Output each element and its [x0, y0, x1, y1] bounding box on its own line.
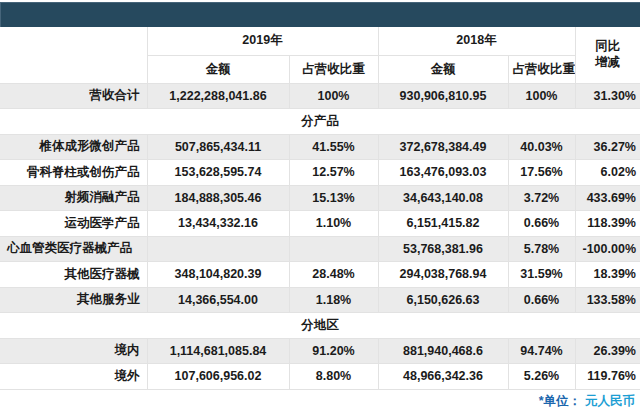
cell-amount-2019 [147, 236, 289, 262]
row-label: 境内 [0, 338, 147, 364]
cell-share-2019: 12.57% [289, 160, 378, 186]
unit-label: *单位： [539, 393, 581, 410]
row-label: 境外 [0, 364, 147, 390]
cell-amount-2018: 930,906,810.95 [378, 83, 508, 109]
cell-share-2019: 1.18% [289, 287, 378, 313]
section-row: 分地区 [0, 313, 640, 339]
cell-share-2018: 5.26% [508, 364, 575, 390]
row-label: 运动医学产品 [0, 211, 147, 237]
table-row: 心血管类医疗器械产品 53,768,381.96 5.78% -100.00% [0, 236, 640, 262]
cell-share-2019 [289, 236, 378, 262]
row-label: 营收合计 [0, 83, 147, 109]
col-header-amount-2018: 金额 [378, 55, 508, 83]
cell-share-2018: 0.66% [508, 211, 575, 237]
row-label: 心血管类医疗器械产品 [0, 236, 147, 262]
row-label: 射频消融产品 [0, 185, 147, 211]
cell-share-2019: 100% [289, 83, 378, 109]
section-row: 分产品 [0, 109, 640, 135]
title-banner [0, 2, 640, 27]
cell-share-2018: 3.72% [508, 185, 575, 211]
cell-amount-2018: 294,038,768.94 [378, 262, 508, 288]
cell-share-2019: 91.20% [289, 338, 378, 364]
cell-amount-2019: 507,865,434.11 [147, 134, 289, 160]
table-row: 其他医疗器械 348,104,820.39 28.48% 294,038,768… [0, 262, 640, 288]
cell-yoy: 119.76% [575, 364, 640, 390]
revenue-table: 2019年 2018年 同比 增减 金额 占营收比重 金额 占营收比重 营收合计… [0, 27, 640, 390]
cell-yoy: 6.02% [575, 160, 640, 186]
cell-yoy: 36.27% [575, 134, 640, 160]
section-title: 分地区 [0, 313, 640, 339]
col-header-share-2018: 占营收比重 [508, 55, 575, 83]
header-row-years: 2019年 2018年 同比 增减 [0, 27, 640, 55]
row-label: 骨科脊柱或创伤产品 [0, 160, 147, 186]
col-header-2019: 2019年 [147, 27, 378, 55]
corner-header-cell [0, 27, 147, 83]
cell-amount-2018: 53,768,381.96 [378, 236, 508, 262]
unit-value: 元人民币 [585, 393, 635, 410]
col-header-yoy-line2: 增减 [580, 55, 637, 71]
cell-share-2019: 28.48% [289, 262, 378, 288]
cell-share-2019: 15.13% [289, 185, 378, 211]
cell-amount-2018: 34,643,140.08 [378, 185, 508, 211]
cell-amount-2018: 6,150,626.63 [378, 287, 508, 313]
row-label: 其他服务业 [0, 287, 147, 313]
cell-yoy: 26.39% [575, 338, 640, 364]
table-row: 椎体成形微创产品 507,865,434.11 41.55% 372,678,3… [0, 134, 640, 160]
cell-amount-2019: 14,366,554.00 [147, 287, 289, 313]
table-row: 境内 1,114,681,085.84 91.20% 881,940,468.6… [0, 338, 640, 364]
col-header-yoy: 同比 增减 [575, 27, 640, 83]
cell-amount-2019: 1,114,681,085.84 [147, 338, 289, 364]
cell-share-2018: 40.03% [508, 134, 575, 160]
cell-share-2018: 0.66% [508, 287, 575, 313]
cell-yoy: 31.30% [575, 83, 640, 109]
cell-amount-2019: 1,222,288,041.86 [147, 83, 289, 109]
cell-share-2018: 94.74% [508, 338, 575, 364]
table-row: 境外 107,606,956.02 8.80% 48,966,342.36 5.… [0, 364, 640, 390]
cell-yoy: 133.58% [575, 287, 640, 313]
cell-amount-2019: 153,628,595.74 [147, 160, 289, 186]
cell-amount-2018: 48,966,342.36 [378, 364, 508, 390]
cell-amount-2019: 184,888,305.46 [147, 185, 289, 211]
table-row: 运动医学产品 13,434,332.16 1.10% 6,151,415.82 … [0, 211, 640, 237]
cell-amount-2019: 13,434,332.16 [147, 211, 289, 237]
cell-share-2019: 8.80% [289, 364, 378, 390]
table-row: 骨科脊柱或创伤产品 153,628,595.74 12.57% 163,476,… [0, 160, 640, 186]
cell-share-2018: 100% [508, 83, 575, 109]
col-header-share-2019: 占营收比重 [289, 55, 378, 83]
cell-share-2019: 1.10% [289, 211, 378, 237]
cell-amount-2019: 107,606,956.02 [147, 364, 289, 390]
cell-share-2018: 31.59% [508, 262, 575, 288]
row-label: 其他医疗器械 [0, 262, 147, 288]
cell-yoy: 433.69% [575, 185, 640, 211]
col-header-yoy-line1: 同比 [580, 39, 637, 55]
row-label: 椎体成形微创产品 [0, 134, 147, 160]
col-header-2018: 2018年 [378, 27, 575, 55]
cell-amount-2018: 372,678,384.49 [378, 134, 508, 160]
cell-share-2018: 5.78% [508, 236, 575, 262]
table-row: 射频消融产品 184,888,305.46 15.13% 34,643,140.… [0, 185, 640, 211]
cell-amount-2018: 6,151,415.82 [378, 211, 508, 237]
cell-amount-2018: 163,476,093.03 [378, 160, 508, 186]
cell-yoy: -100.00% [575, 236, 640, 262]
footer-note: *单位： 元人民币 [0, 390, 640, 412]
cell-share-2019: 41.55% [289, 134, 378, 160]
col-header-amount-2019: 金额 [147, 55, 289, 83]
table-row: 营收合计 1,222,288,041.86 100% 930,906,810.9… [0, 83, 640, 109]
cell-yoy: 118.39% [575, 211, 640, 237]
section-title: 分产品 [0, 109, 640, 135]
cell-share-2018: 17.56% [508, 160, 575, 186]
cell-yoy: 18.39% [575, 262, 640, 288]
cell-amount-2018: 881,940,468.6 [378, 338, 508, 364]
table-row: 其他服务业 14,366,554.00 1.18% 6,150,626.63 0… [0, 287, 640, 313]
cell-amount-2019: 348,104,820.39 [147, 262, 289, 288]
